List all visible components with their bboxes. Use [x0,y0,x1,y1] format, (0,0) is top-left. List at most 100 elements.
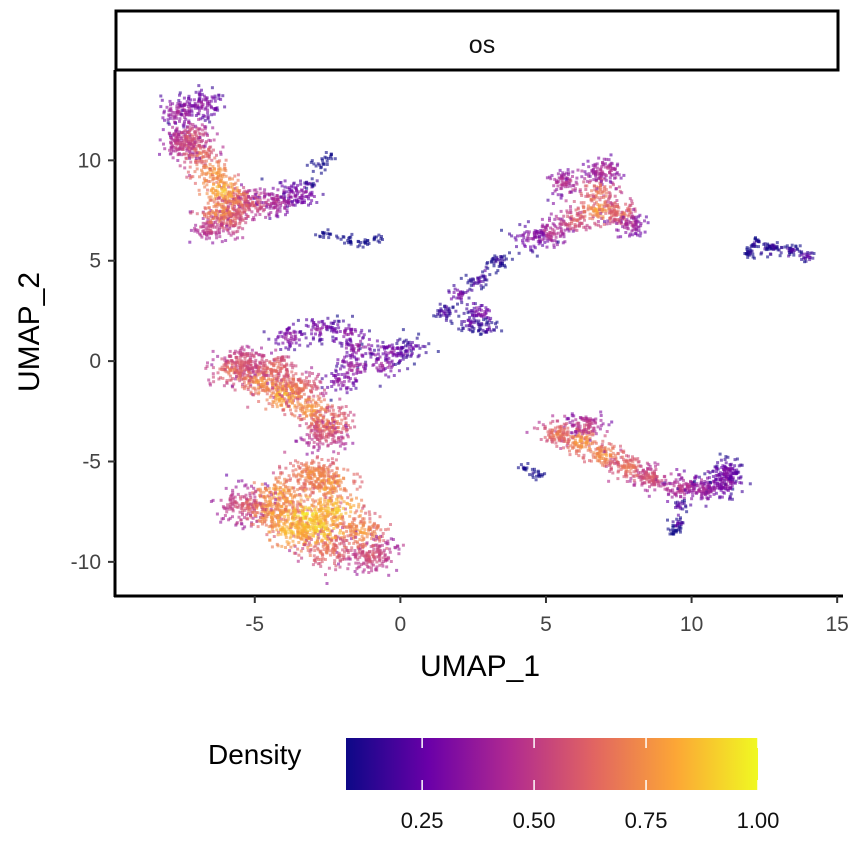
scatter-point [198,93,202,97]
scatter-point [596,191,600,195]
scatter-point [271,502,275,506]
scatter-point [236,201,240,205]
scatter-point [251,501,255,505]
scatter-point [591,168,595,172]
scatter-point [589,179,593,183]
scatter-point [513,236,517,240]
scatter-point [481,279,485,283]
scatter-point [269,369,273,373]
scatter-point [248,491,252,495]
scatter-point [278,492,282,496]
scatter-point [222,166,226,170]
scatter-point [264,500,268,504]
scatter-point [449,297,453,301]
scatter-point [226,503,230,507]
scatter-point [268,206,272,210]
scatter-point [628,211,632,214]
scatter-point [224,169,228,173]
scatter-point [321,442,325,446]
scatter-point [258,372,262,376]
scatter-point [223,365,227,369]
scatter-point [410,341,414,344]
scatter-point [615,172,619,176]
scatter-point [309,389,313,393]
scatter-point [579,201,583,205]
scatter-point [306,324,310,328]
scatter-point [315,530,319,534]
scatter-point [308,409,311,413]
scatter-point [346,239,350,243]
scatter-point [214,214,218,218]
scatter-point [187,94,191,98]
scatter-point [187,138,191,142]
scatter-point [595,213,599,217]
scatter-point [335,330,339,334]
scatter-point [213,94,217,98]
scatter-point [204,155,208,159]
scatter-point [473,313,477,317]
scatter-point [375,339,379,343]
scatter-point [223,191,227,195]
scatter-point [223,369,227,373]
scatter-point [225,381,229,385]
scatter-point [306,546,310,549]
scatter-point [239,522,243,525]
scatter-point [313,430,317,434]
scatter-point [257,391,261,394]
scatter-point [450,321,454,325]
scatter-point [276,376,280,379]
scatter-point [205,231,209,235]
scatter-point [227,360,231,364]
scatter-point [309,548,313,552]
scatter-point [321,158,324,162]
scatter-point [377,357,380,361]
scatter-point [549,177,553,181]
scatter-point [207,100,211,103]
scatter-point [406,344,410,348]
scatter-point [229,219,233,223]
scatter-point [798,244,802,248]
scatter-point [555,243,559,247]
scatter-point [490,321,494,325]
scatter-point [218,367,222,371]
scatter-point [634,215,638,219]
scatter-point [210,173,214,177]
scatter-point [209,145,213,149]
scatter-point [194,157,198,160]
scatter-point [480,322,484,325]
scatter-point [230,362,234,366]
scatter-point [366,243,370,246]
scatter-point [746,255,750,259]
scatter-point [561,241,565,245]
scatter-point [203,127,207,131]
scatter-point [562,214,566,218]
scatter-point [523,245,527,248]
scatter-point [314,499,317,503]
scatter-point [443,313,447,317]
scatter-point [610,220,614,224]
scatter-point [243,362,247,366]
scatter-point [296,198,300,202]
scatter-point [295,405,299,409]
scatter-point [289,338,292,342]
scatter-point [333,559,337,563]
scatter-point [169,103,172,107]
scatter-point [318,379,322,383]
scatter-point [238,216,242,220]
scatter-point [260,206,263,210]
scatter-point [295,506,299,510]
scatter-point [636,225,640,229]
scatter-point [298,418,302,422]
scatter-point [336,361,340,365]
scatter-point [573,189,577,193]
scatter-point [282,365,286,369]
scatter-point [291,384,294,388]
scatter-point [193,104,197,108]
scatter-point [311,325,315,329]
scatter-point [265,202,269,206]
scatter-point [238,195,242,199]
scatter-point [368,532,372,536]
scatter-point [613,217,617,221]
scatter-point [345,338,349,342]
scatter-point [578,188,582,192]
